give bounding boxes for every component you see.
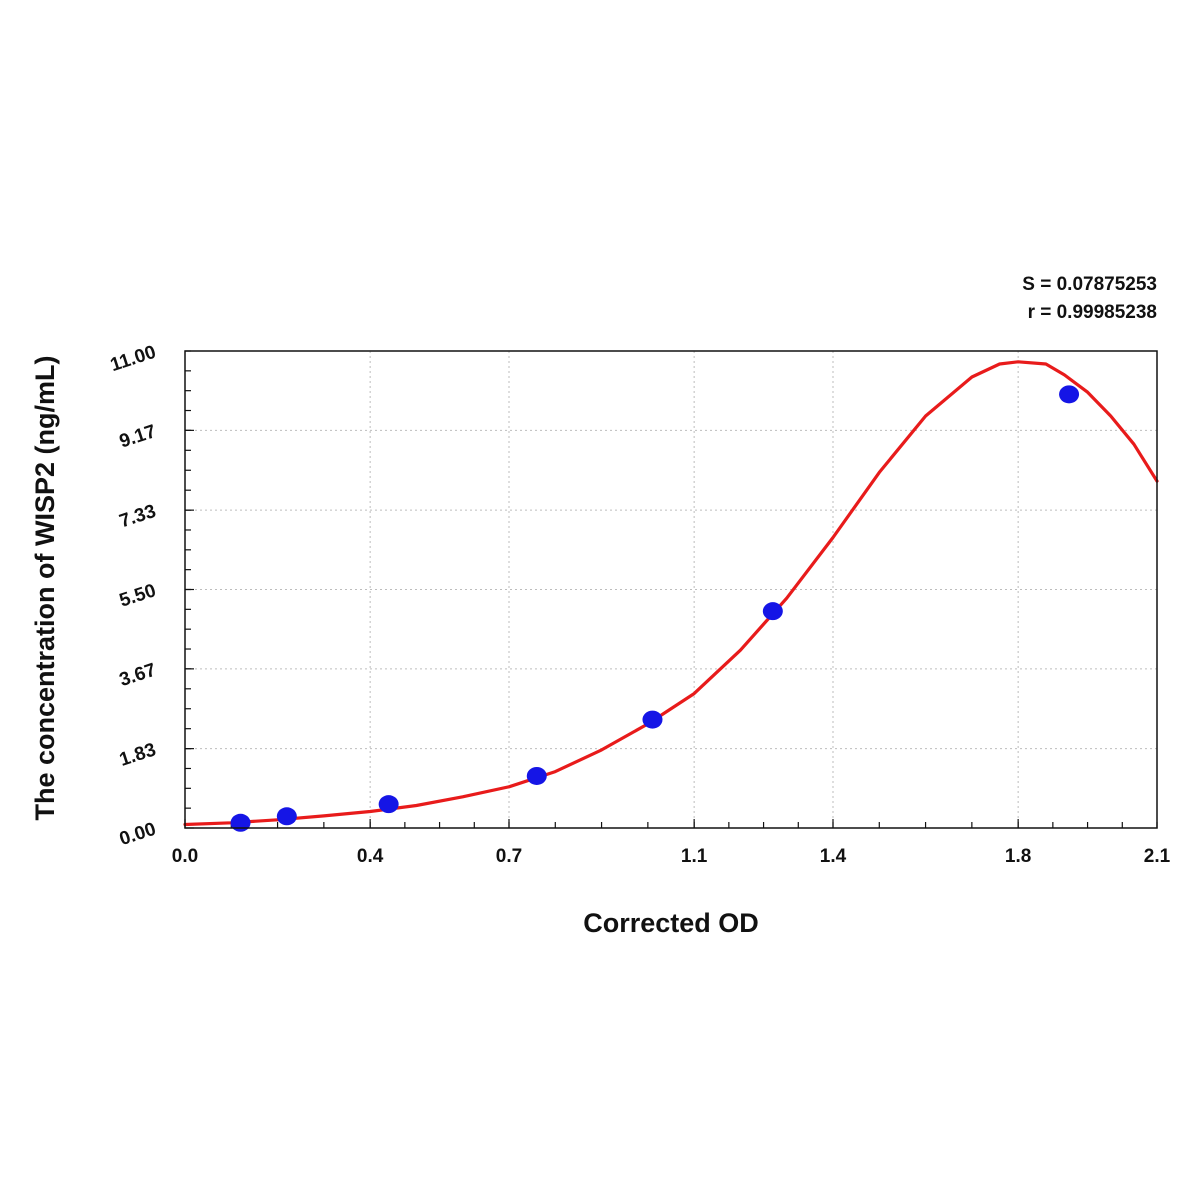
x-tick-label: 0.4 <box>357 846 384 867</box>
data-point <box>762 602 783 621</box>
x-tick-label: 2.1 <box>1144 846 1171 867</box>
data-points <box>230 385 1080 832</box>
x-tick-label: 1.4 <box>820 846 847 867</box>
data-point <box>378 795 399 814</box>
plot-frame <box>184 350 1158 829</box>
data-point <box>526 766 547 785</box>
y-tick-label: 7.33 <box>117 501 159 532</box>
data-point <box>1059 385 1080 404</box>
y-tick-label: 9.17 <box>117 421 159 452</box>
y-tick-label: 5.50 <box>117 580 159 611</box>
y-tick-label: 0.00 <box>117 819 159 850</box>
fit-curve-layer <box>183 360 1159 827</box>
x-tick-label: 1.8 <box>1005 846 1031 867</box>
y-tick-label: 1.83 <box>117 739 159 770</box>
x-tick-labels: 0.0 0.4 0.7 1.1 1.4 1.8 2.1 <box>172 846 1171 867</box>
x-tick-label: 0.0 <box>172 846 198 867</box>
y-tick-label: 3.67 <box>117 660 159 691</box>
data-point <box>642 710 663 729</box>
y-tick-label: 11.00 <box>108 342 159 376</box>
grid-lines <box>185 351 1157 828</box>
x-axis-title: Corrected OD <box>583 908 759 938</box>
x-tick-label: 0.7 <box>496 846 522 867</box>
data-point <box>230 813 251 832</box>
fit-curve <box>183 360 1159 827</box>
y-tick-labels: 0.00 1.83 3.67 5.50 7.33 9.17 11.00 <box>108 342 159 850</box>
stat-s-annotation: S = 0.07875253 <box>1022 274 1157 295</box>
x-tick-label: 1.1 <box>681 846 708 867</box>
data-point <box>276 807 297 826</box>
y-axis-title: The concentration of WISP2 (ng/mL) <box>30 356 60 821</box>
stat-r-annotation: r = 0.99985238 <box>1028 302 1157 323</box>
